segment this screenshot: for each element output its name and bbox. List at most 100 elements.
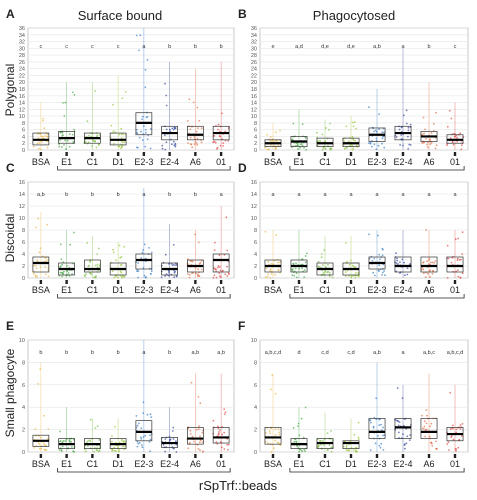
data-point	[344, 147, 347, 149]
data-point	[90, 135, 93, 138]
data-point	[275, 131, 277, 134]
data-point	[122, 445, 124, 448]
data-point	[215, 276, 218, 279]
data-point	[96, 263, 99, 266]
data-point	[174, 145, 177, 148]
data-point	[189, 136, 192, 139]
x-tick	[91, 152, 94, 156]
data-point	[89, 261, 91, 263]
data-point	[329, 122, 331, 125]
data-point	[381, 274, 383, 276]
data-point	[368, 233, 370, 236]
x-tick-label: A6	[190, 157, 201, 167]
data-point	[453, 132, 456, 135]
data-point	[301, 450, 303, 453]
data-point	[196, 143, 199, 146]
data-point	[146, 58, 149, 61]
y-tick-label: 10	[19, 216, 25, 222]
data-point	[292, 122, 295, 125]
data-point	[40, 140, 43, 143]
data-point	[381, 271, 384, 274]
data-point	[199, 439, 202, 442]
y-tick-label: 18	[251, 87, 257, 93]
data-point	[301, 144, 304, 147]
data-point	[47, 428, 50, 430]
data-point	[201, 268, 203, 271]
y-tick-label: 16	[251, 94, 257, 100]
data-point	[122, 440, 125, 442]
y-tick-label: 10	[251, 338, 257, 344]
data-point	[191, 260, 194, 263]
y-tick-label: 22	[19, 73, 25, 79]
data-point	[142, 249, 145, 251]
data-point	[379, 446, 382, 449]
data-point	[138, 136, 141, 139]
data-point	[89, 440, 92, 443]
significance-letter: a	[401, 350, 405, 356]
data-point	[37, 383, 40, 385]
data-point	[188, 98, 191, 101]
x-tick	[349, 454, 353, 458]
data-point	[432, 269, 434, 272]
data-point	[321, 148, 324, 151]
data-point	[175, 451, 178, 453]
data-point	[187, 258, 189, 260]
data-point	[425, 409, 428, 411]
data-point	[304, 261, 307, 264]
significance-letter: a	[375, 192, 379, 198]
data-point	[64, 101, 67, 104]
y-tick-label: 4	[22, 405, 25, 411]
x-tick	[91, 454, 94, 458]
data-point	[137, 442, 140, 445]
x-tick-label: E2-4	[393, 285, 412, 295]
x-tick	[194, 152, 197, 156]
data-point	[143, 243, 146, 246]
y-tick-label: 0	[254, 276, 257, 282]
data-point	[87, 141, 90, 144]
data-point	[223, 431, 226, 434]
data-point	[33, 264, 35, 267]
data-point	[399, 144, 401, 146]
data-point	[71, 133, 74, 136]
data-point	[120, 147, 122, 150]
x-tick	[349, 152, 353, 156]
significance-letter: a	[349, 192, 353, 198]
data-point	[45, 260, 47, 263]
data-point	[382, 449, 385, 451]
data-point	[318, 266, 321, 268]
significance-letter: a	[323, 192, 327, 198]
data-point	[270, 273, 273, 275]
data-point	[162, 444, 165, 446]
data-point	[197, 268, 200, 271]
data-point	[172, 244, 175, 246]
data-point	[421, 133, 424, 136]
y-tick-label: 4	[22, 252, 25, 258]
data-point	[197, 428, 200, 430]
data-point	[136, 424, 139, 427]
data-point	[113, 446, 116, 449]
data-point	[422, 141, 425, 144]
box-d1	[342, 440, 360, 449]
data-point	[110, 124, 113, 127]
data-point	[58, 145, 61, 148]
data-point	[378, 128, 380, 131]
column-title-phagocytosed: Phagocytosed	[313, 8, 395, 23]
data-point	[268, 430, 271, 433]
data-point	[378, 424, 381, 427]
data-point	[328, 444, 331, 446]
data-point	[452, 424, 454, 427]
data-point	[165, 141, 168, 144]
data-point	[434, 260, 437, 262]
y-tick-label: 6	[22, 383, 25, 389]
data-point	[429, 425, 431, 428]
data-point	[189, 260, 192, 262]
data-point	[59, 271, 62, 274]
panel-letter: A	[6, 7, 15, 21]
data-point	[88, 264, 90, 267]
data-point	[268, 148, 270, 151]
data-point	[274, 274, 276, 276]
data-point	[112, 103, 114, 106]
x-tick	[39, 152, 43, 156]
data-point	[112, 248, 114, 251]
x-tick	[375, 152, 379, 156]
